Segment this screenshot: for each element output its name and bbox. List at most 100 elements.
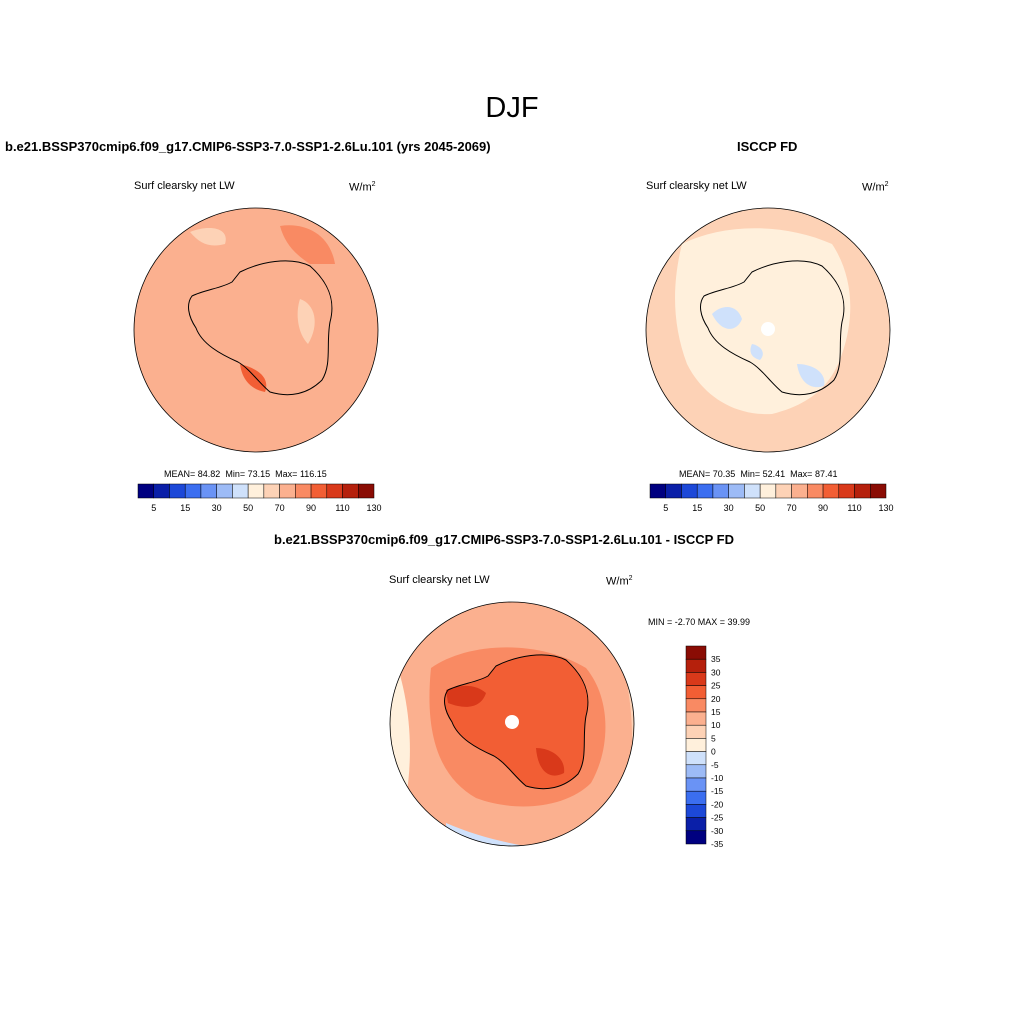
map-3-antarctica-coastline — [444, 654, 589, 790]
colorbar-swatch — [169, 483, 186, 499]
colorbar-swatch — [685, 817, 707, 832]
colorbar-swatch — [854, 483, 871, 499]
colorbar-tick-label: 30 — [212, 503, 222, 513]
colorbar-tick-label: 50 — [755, 503, 765, 513]
map-1-boundary — [133, 207, 379, 453]
panel-2-units: W/m2 — [862, 181, 889, 194]
map-2-cool-patch-east — [797, 364, 825, 388]
colorbar-swatch — [838, 483, 855, 499]
map-2-antarctica-coastline — [700, 260, 845, 396]
colorbar-swatch — [685, 698, 707, 713]
colorbar-swatch — [712, 483, 729, 499]
colorbar-swatch — [685, 685, 707, 700]
map-3-boundary — [389, 601, 635, 847]
colorbar-swatch — [649, 483, 666, 499]
colorbar-tick-label: -25 — [711, 813, 724, 823]
colorbar-tick-label: 15 — [180, 503, 190, 513]
map-1-hot-patch — [240, 364, 267, 392]
panel-3-minmax: MIN = -2.70 MAX = 39.99 — [648, 617, 751, 627]
panel-3-title: b.e21.BSSP370cmip6.f09_g17.CMIP6-SSP3-7.… — [274, 532, 735, 547]
colorbar-swatch — [744, 483, 761, 499]
panel-1-variable: Surf clearsky net LW — [134, 180, 235, 192]
colorbar-swatch — [685, 790, 707, 805]
colorbar-tick-label: -30 — [711, 826, 724, 836]
colorbar-tick-label: -5 — [711, 760, 719, 770]
colorbar-swatch — [822, 483, 840, 499]
colorbar-swatch — [685, 672, 707, 686]
colorbar-tick-label: 30 — [724, 503, 734, 513]
map-1-background-fill — [134, 208, 378, 452]
colorbar-swatch — [216, 483, 233, 499]
colorbar-tick-label: 70 — [275, 503, 285, 513]
map-2-boundary — [645, 207, 891, 453]
colorbar-tick-label: 25 — [711, 681, 721, 691]
panel-3-variable: Surf clearsky net LW — [389, 574, 490, 586]
panel-1-polar-map — [133, 207, 379, 453]
colorbar-tick-label: 20 — [711, 694, 721, 704]
colorbar-tick-label: 130 — [878, 503, 893, 513]
colorbar-swatch — [685, 804, 707, 818]
colorbar-swatch — [200, 483, 217, 499]
panel-3-colorbar: 35 30 25 20 15 10 5 0 -5 -10 -15 -20 -25 -30 -35 — [685, 645, 724, 848]
figure-title: DJF — [485, 92, 539, 124]
colorbar-tick-label: 0 — [711, 747, 716, 757]
colorbar-tick-label: 30 — [711, 667, 721, 677]
colorbar-swatch — [791, 483, 808, 499]
colorbar-swatch — [326, 483, 343, 499]
panel-3-polar-map — [389, 601, 635, 847]
map-1-antarctica-coastline — [188, 260, 333, 396]
colorbar-swatch — [232, 483, 249, 499]
colorbar-tick-label: 35 — [711, 654, 721, 664]
map-1-light-patch — [190, 228, 226, 246]
panel-1-colorbar: 5 15 30 50 70 90 110 130 — [137, 483, 382, 513]
colorbar-tick-label: 15 — [711, 707, 721, 717]
colorbar-tick-label: -20 — [711, 799, 724, 809]
colorbar-swatch — [279, 483, 296, 499]
colorbar-tick-label: -15 — [711, 786, 724, 796]
colorbar-swatch — [681, 483, 698, 499]
panel-1-title: b.e21.BSSP370cmip6.f09_g17.CMIP6-SSP3-7.… — [5, 139, 491, 154]
colorbar-swatch — [728, 483, 745, 499]
colorbar-tick-label: 130 — [366, 503, 381, 513]
colorbar-swatch — [685, 711, 707, 726]
colorbar-swatch — [685, 724, 707, 739]
colorbar-swatch — [807, 483, 824, 499]
colorbar-swatch — [342, 483, 359, 499]
colorbar-swatch — [358, 483, 375, 499]
map-2-cool-patch-west — [712, 307, 742, 329]
map-2-pole-gap — [761, 322, 775, 336]
map-3-hot-patch-east — [536, 748, 565, 776]
map-1-inland-light-patch — [297, 299, 315, 344]
panel-1-units: W/m2 — [349, 181, 376, 194]
colorbar-swatch — [184, 483, 202, 499]
colorbar-swatch — [310, 483, 328, 499]
colorbar-tick-label: 5 — [663, 503, 668, 513]
colorbar-tick-label: 5 — [151, 503, 156, 513]
colorbar-swatch — [247, 483, 265, 499]
colorbar-swatch — [665, 483, 682, 499]
colorbar-swatch — [685, 830, 707, 845]
panel-2-variable: Surf clearsky net LW — [646, 180, 747, 192]
colorbar-tick-label: 90 — [306, 503, 316, 513]
colorbar-swatch — [685, 658, 707, 673]
colorbar-swatch — [685, 751, 707, 766]
colorbar-swatch — [263, 483, 280, 499]
panel-2-polar-map — [645, 207, 891, 453]
colorbar-tick-label: -10 — [711, 773, 724, 783]
colorbar-swatch — [685, 764, 707, 779]
colorbar-swatch — [870, 483, 887, 499]
panel-3-units: W/m2 — [606, 575, 633, 588]
map-2-cool-patch-center — [750, 344, 763, 360]
colorbar-swatch — [295, 483, 312, 499]
colorbar-tick-label: 10 — [711, 720, 721, 730]
colorbar-swatch — [775, 483, 792, 499]
colorbar-tick-label: 70 — [787, 503, 797, 513]
colorbar-tick-label: 15 — [692, 503, 702, 513]
colorbar-tick-label: 50 — [243, 503, 253, 513]
colorbar-swatch — [153, 483, 170, 499]
colorbar-swatch — [137, 483, 154, 499]
panel-1-stats: MEAN= 84.82 Min= 73.15 Max= 116.15 — [164, 469, 327, 479]
colorbar-swatch — [759, 483, 777, 499]
colorbar-tick-label: 110 — [847, 503, 861, 513]
map-3-pole-gap — [505, 715, 519, 729]
